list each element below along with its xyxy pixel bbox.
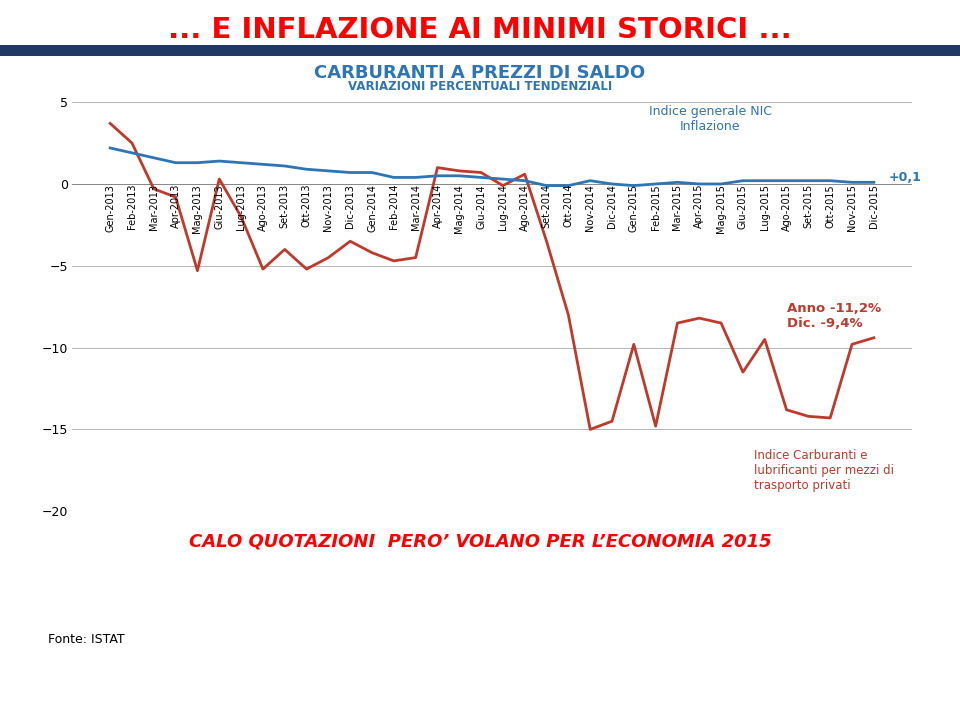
Text: Lug-2014: Lug-2014 [498, 184, 508, 230]
Text: Giu-2013: Giu-2013 [214, 184, 225, 229]
Text: Lug-2013: Lug-2013 [236, 184, 246, 230]
Text: Ago-2013: Ago-2013 [258, 184, 268, 231]
Text: Apr-2015: Apr-2015 [694, 184, 705, 229]
Text: Feb-2013: Feb-2013 [127, 184, 137, 230]
Text: Mar-2014: Mar-2014 [411, 184, 420, 230]
Text: Feb-2014: Feb-2014 [389, 184, 398, 230]
Text: Gen-2015: Gen-2015 [629, 184, 638, 232]
Text: Nov-2015: Nov-2015 [847, 184, 857, 231]
Text: Indice Carburanti e
lubrificanti per mezzi di
trasporto privati: Indice Carburanti e lubrificanti per mez… [754, 449, 894, 492]
Text: Nov-2014: Nov-2014 [586, 184, 595, 231]
Text: Mag-2015: Mag-2015 [716, 184, 726, 233]
Text: Set-2015: Set-2015 [804, 184, 813, 228]
Text: Nov-2013: Nov-2013 [324, 184, 333, 231]
Text: Ott-2013: Ott-2013 [301, 184, 312, 227]
Text: CARBURANTI A PREZZI DI SALDO: CARBURANTI A PREZZI DI SALDO [315, 64, 645, 82]
Text: Apr-2013: Apr-2013 [171, 184, 180, 228]
Text: Feb-2015: Feb-2015 [651, 184, 660, 230]
Text: Mar-2015: Mar-2015 [672, 184, 683, 230]
Text: Ago-2015: Ago-2015 [781, 184, 792, 231]
Text: Anno -11,2%
Dic. -9,4%: Anno -11,2% Dic. -9,4% [786, 302, 880, 330]
Text: Dic-2014: Dic-2014 [607, 184, 617, 228]
Text: Giu-2014: Giu-2014 [476, 184, 486, 229]
Text: ... E INFLAZIONE AI MINIMI STORICI ...: ... E INFLAZIONE AI MINIMI STORICI ... [168, 16, 792, 44]
Text: Ott-2014: Ott-2014 [564, 184, 573, 227]
Text: Lug-2015: Lug-2015 [759, 184, 770, 230]
Text: Mag-2014: Mag-2014 [454, 184, 465, 232]
Text: Giu-2015: Giu-2015 [738, 184, 748, 229]
Text: +0,1: +0,1 [889, 171, 922, 184]
Text: 10: 10 [923, 686, 946, 704]
Text: Gen-2014: Gen-2014 [367, 184, 377, 232]
Text: Mar-2013: Mar-2013 [149, 184, 158, 230]
Text: Fonte: ISTAT: Fonte: ISTAT [48, 633, 125, 646]
Text: Apr-2014: Apr-2014 [432, 184, 443, 228]
Text: Dic-2015: Dic-2015 [869, 184, 878, 228]
Text: Mag-2013: Mag-2013 [192, 184, 203, 232]
Text: Set-2014: Set-2014 [541, 184, 552, 228]
Text: CALO QUOTAZIONI  PERO’ VOLANO PER L’ECONOMIA 2015: CALO QUOTAZIONI PERO’ VOLANO PER L’ECONO… [189, 533, 771, 551]
Text: Indice generale NIC
Inflazione: Indice generale NIC Inflazione [649, 105, 772, 134]
Text: Dic-2013: Dic-2013 [346, 184, 355, 228]
Text: Gen-2013: Gen-2013 [106, 184, 115, 232]
Text: Ott-2015: Ott-2015 [826, 184, 835, 227]
Text: Ago-2014: Ago-2014 [519, 184, 530, 231]
Text: VARIAZIONI PERCENTUALI TENDENZIALI: VARIAZIONI PERCENTUALI TENDENZIALI [348, 80, 612, 93]
Text: Set-2013: Set-2013 [279, 184, 290, 228]
